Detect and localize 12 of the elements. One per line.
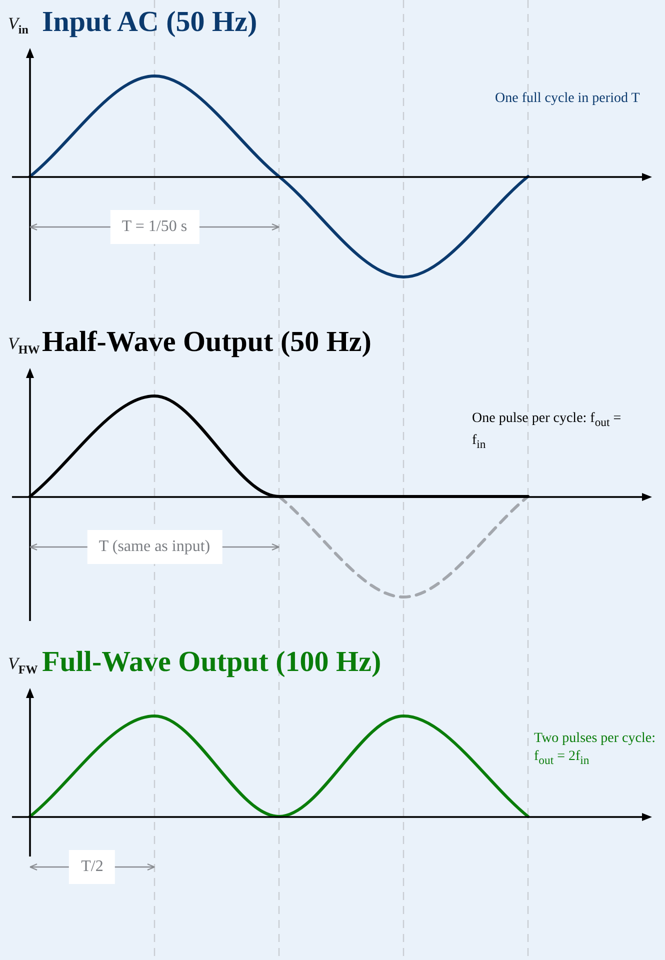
y-axis-title: V$_{FW}$ bbox=[8, 654, 38, 678]
chart-title: Half-Wave Output (50 Hz) bbox=[42, 326, 372, 359]
chart-title: Input AC (50 Hz) bbox=[42, 6, 258, 39]
annotation: Two pulses per cycle: f$_{out}$ = 2f$_{in}$ bbox=[534, 730, 656, 769]
annotation: T (same as input) bbox=[86, 530, 222, 564]
annotation: One full cycle in period T bbox=[495, 90, 641, 108]
y-axis-title: V$_{HW}$ bbox=[8, 334, 40, 358]
annotation: T = 1/50 s bbox=[110, 210, 200, 244]
text: T/2 bbox=[69, 850, 116, 884]
chart-title: Full-Wave Output (100 Hz) bbox=[42, 646, 382, 679]
y-axis-title: V$_{in}$ bbox=[8, 14, 28, 38]
text: One pulse per cycle: f$_{out}$ = f$_{in}$ bbox=[472, 411, 622, 451]
